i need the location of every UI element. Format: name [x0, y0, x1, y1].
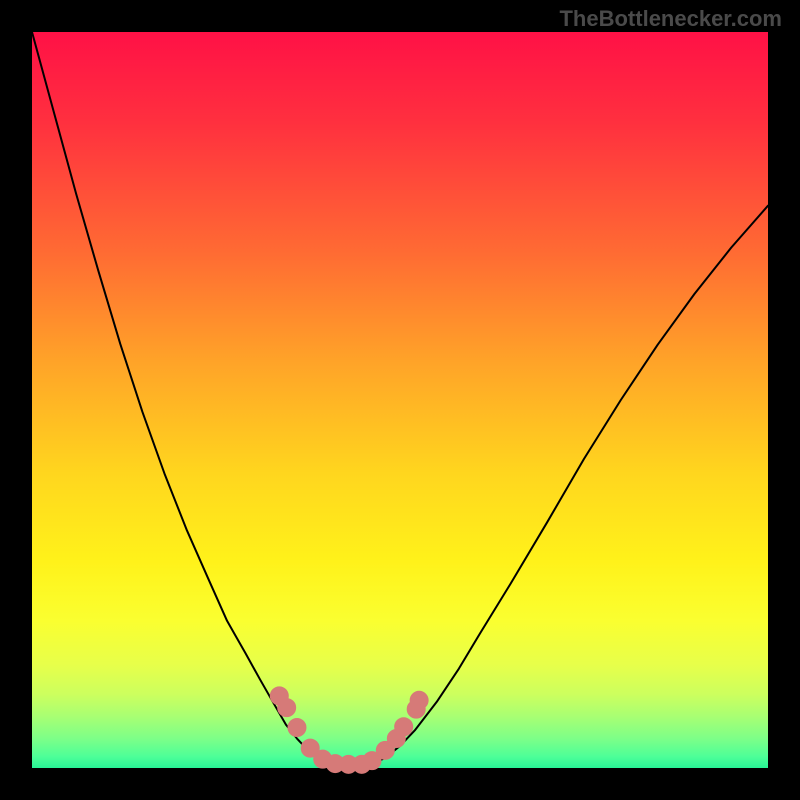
chart-stage: TheBottlenecker.com [0, 0, 800, 800]
plot-background [32, 32, 768, 768]
curve-marker [395, 718, 413, 736]
curve-marker [288, 719, 306, 737]
curve-marker [410, 691, 428, 709]
curve-marker [278, 699, 296, 717]
bottleneck-chart [0, 0, 800, 800]
watermark-text: TheBottlenecker.com [559, 6, 782, 32]
